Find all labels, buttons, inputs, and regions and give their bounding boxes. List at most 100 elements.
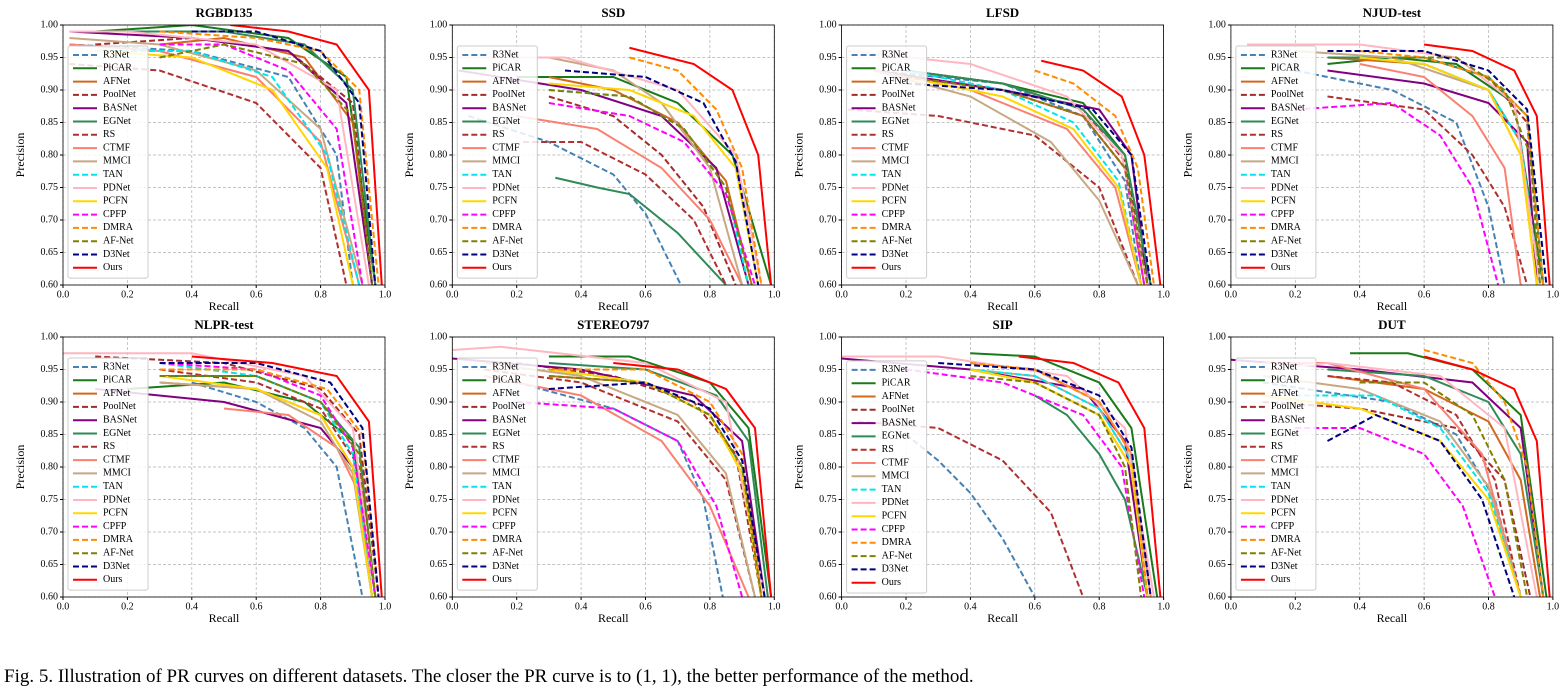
chart-title: NLPR-test xyxy=(194,317,254,332)
legend-label: AF-Net xyxy=(882,235,913,246)
y-tick-label: 0.95 xyxy=(1208,364,1226,375)
x-tick-label: 1.0 xyxy=(1547,289,1560,300)
legend-label: CPFP xyxy=(492,521,516,532)
pr-curve xyxy=(1041,59,1162,285)
legend-label: BASNet xyxy=(103,102,137,113)
y-tick-label: 1.00 xyxy=(41,331,59,342)
legend-label: D3Net xyxy=(1271,249,1298,260)
pr-curve xyxy=(1423,349,1545,597)
pr-curve xyxy=(1327,69,1538,285)
y-tick-label: 0.65 xyxy=(430,559,448,570)
pr-curve xyxy=(548,355,773,597)
legend-label: EGNet xyxy=(882,431,910,442)
x-tick-label: 0.4 xyxy=(186,289,199,300)
legend-label: AFNet xyxy=(103,76,130,87)
y-tick-label: 0.85 xyxy=(819,429,837,440)
legend-label: AF-Net xyxy=(492,235,523,246)
plot-frame xyxy=(1230,336,1554,598)
legend-label: EGNet xyxy=(1271,428,1299,439)
pr-curve xyxy=(548,368,763,597)
pr-curve xyxy=(847,108,1139,285)
x-tick-label: 0.0 xyxy=(835,289,848,300)
legend-label: MMCI xyxy=(882,156,910,167)
chart-title: LFSD xyxy=(986,5,1019,20)
legend-label: Ours xyxy=(492,574,512,585)
legend-label: PDNet xyxy=(492,494,519,505)
legend-label: PoolNet xyxy=(492,89,525,100)
x-axis-label: Recall xyxy=(987,611,1018,625)
legend-label: EGNet xyxy=(103,116,131,127)
x-tick-label: 0.8 xyxy=(314,601,327,612)
y-tick-label: 0.70 xyxy=(41,214,59,225)
x-axis-label: Recall xyxy=(987,299,1018,313)
caption: Fig. 5. Illustration of PR curves on dif… xyxy=(4,666,974,687)
pr-curve xyxy=(555,176,727,285)
legend-label: CPFP xyxy=(103,521,127,532)
y-tick-label: 0.90 xyxy=(1208,396,1226,407)
pr-curve xyxy=(629,46,773,285)
legend-label: PCFN xyxy=(492,508,517,519)
y-tick-label: 0.70 xyxy=(1208,214,1226,225)
legend-label: PDNet xyxy=(882,497,909,508)
y-tick-label: 0.85 xyxy=(41,429,59,440)
legend-label: TAN xyxy=(103,481,123,492)
y-tick-label: 0.70 xyxy=(41,526,59,537)
pr-curve xyxy=(95,355,380,597)
x-tick-label: 1.0 xyxy=(379,601,392,612)
legend-label: MMCI xyxy=(882,471,910,482)
legend-label: AF-Net xyxy=(492,547,523,558)
legend-label: TAN xyxy=(1271,481,1291,492)
legend-label: AF-Net xyxy=(882,550,913,561)
pr-curve xyxy=(191,381,364,597)
y-tick-label: 0.80 xyxy=(819,461,837,472)
x-tick-label: 0.2 xyxy=(1289,289,1302,300)
x-tick-label: 0.8 xyxy=(314,289,327,300)
pr-curve xyxy=(629,56,763,285)
pr-curve xyxy=(69,37,364,285)
legend-label: R3Net xyxy=(103,49,129,60)
legend-label: Ours xyxy=(103,262,123,273)
plot-frame xyxy=(62,336,386,598)
legend-label: DMRA xyxy=(492,222,523,233)
y-tick-label: 0.60 xyxy=(819,591,837,602)
legend-label: CTMF xyxy=(882,457,910,468)
legend: R3Net PiCAR AFNet PoolNet BASNet EGNet RS CTMF M… xyxy=(1235,357,1317,591)
pr-curve xyxy=(159,375,374,597)
legend-box xyxy=(846,45,928,279)
legend-label: AFNet xyxy=(1271,388,1298,399)
x-tick-label: 0.6 xyxy=(1029,601,1042,612)
legend-box xyxy=(1235,357,1317,591)
pr-curve xyxy=(191,355,383,597)
legend-label: PiCAR xyxy=(882,63,911,74)
y-tick-label: 0.90 xyxy=(1208,84,1226,95)
pr-curve xyxy=(69,30,370,285)
y-tick-label: 1.00 xyxy=(41,19,59,30)
chart: 0.0 0.2 0.4 0.6 0.8 1.0 0.60 0.65 0.70 0.75 0.80 0.… xyxy=(791,317,1170,625)
pr-curve xyxy=(1359,381,1529,597)
x-tick-label: 0.4 xyxy=(575,289,588,300)
pr-curve xyxy=(1263,401,1532,597)
y-tick-label: 0.65 xyxy=(430,247,448,258)
pr-curve xyxy=(873,69,1139,285)
legend-label: DMRA xyxy=(1271,534,1302,545)
legend-label: CTMF xyxy=(1271,454,1299,465)
legend-label: R3Net xyxy=(492,49,518,60)
legend-label: PoolNet xyxy=(103,89,136,100)
legend-label: PCFN xyxy=(882,510,907,521)
legend-label: EGNet xyxy=(103,428,131,439)
legend-label: RS xyxy=(103,129,115,140)
pr-curve xyxy=(905,69,1152,285)
x-tick-label: 0.2 xyxy=(900,601,913,612)
legend-label: PCFN xyxy=(1271,196,1296,207)
y-tick-label: 0.90 xyxy=(430,84,448,95)
pr-curve xyxy=(1423,355,1551,597)
y-tick-label: 0.65 xyxy=(1208,247,1226,258)
legend-label: CPFP xyxy=(492,209,516,220)
pr-curve xyxy=(970,368,1149,597)
legend-label: RS xyxy=(1271,441,1283,452)
chart-title: STEREO797 xyxy=(577,317,650,332)
y-axis-label: Precision xyxy=(1181,445,1195,490)
y-tick-label: 0.85 xyxy=(430,429,448,440)
pr-curve xyxy=(95,50,361,285)
